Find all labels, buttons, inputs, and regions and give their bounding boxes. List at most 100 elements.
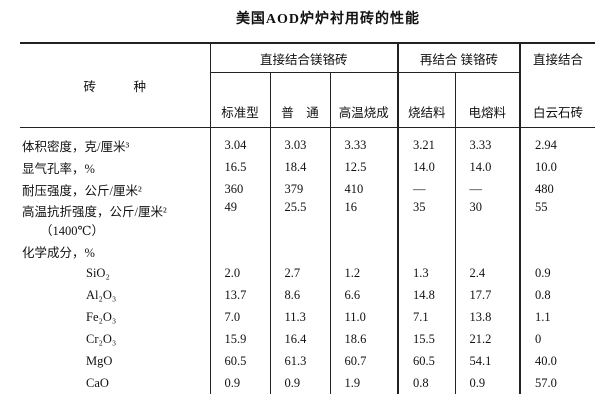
cell: 0.9 xyxy=(454,372,520,394)
cell: 0.9 xyxy=(209,372,270,394)
cell: 3.33 xyxy=(329,127,398,156)
cell: 35 xyxy=(397,200,455,240)
cell: 0.9 xyxy=(269,372,330,394)
cell: 12.5 xyxy=(329,156,398,178)
row-label: 体积密度，克/厘米³ xyxy=(20,128,210,157)
cell: 18.4 xyxy=(269,156,330,178)
cell: 11.0 xyxy=(329,306,398,328)
row-label-text: 体积密度，克/厘米³ xyxy=(22,139,130,154)
cell: 2.4 xyxy=(454,262,520,284)
table-row: Fe₂O₃ 7.0 11.3 11.0 7.1 13.8 1.1 xyxy=(20,306,595,328)
cell xyxy=(454,240,520,262)
table-row: Al₂O₃ 13.7 8.6 6.6 14.8 17.7 0.8 xyxy=(20,284,595,306)
row-label: CaO xyxy=(20,372,210,394)
corner-header: 砖 种 xyxy=(20,42,210,128)
table-row: Cr₂O₃ 15.9 16.4 18.6 15.5 21.2 0 xyxy=(20,328,595,350)
cell: 60.5 xyxy=(209,350,270,372)
cell: 60.5 xyxy=(397,350,455,372)
cell: 3.04 xyxy=(209,127,270,156)
row-label: MgO xyxy=(20,350,210,372)
table-row: 高温抗折强度，公斤/厘米² （1400℃） 49 25.5 16 35 30 55 xyxy=(20,200,595,240)
header-row: 砖 种 直接结合镁铬砖 再结合 镁铬砖 直接结合 xyxy=(20,42,595,128)
cell: 360 xyxy=(209,178,270,200)
row-label-text: Al₂O₃ xyxy=(86,287,117,302)
row-label: Fe₂O₃ xyxy=(20,306,210,328)
cell: 0.8 xyxy=(397,372,455,394)
cell xyxy=(519,240,595,262)
cell: 1.9 xyxy=(329,372,398,394)
cell: 1.3 xyxy=(397,262,455,284)
cell: 57.0 xyxy=(519,372,595,394)
row-label-text: 化学成分，% xyxy=(22,245,95,260)
table-row: 体积密度，克/厘米³ 3.04 3.03 3.33 3.21 3.33 2.94 xyxy=(20,127,595,157)
row-label: 耐压强度，公斤/厘米² xyxy=(20,178,210,200)
cell: 13.8 xyxy=(454,306,520,328)
column-header: 标准型 xyxy=(209,72,270,128)
cell xyxy=(209,240,270,262)
column-header: 高温烧成 xyxy=(329,72,398,128)
cell: 61.3 xyxy=(269,350,330,372)
cell: 1.1 xyxy=(519,306,595,328)
row-label: SiO₂ xyxy=(20,262,210,284)
cell: 0.8 xyxy=(519,284,595,306)
row-label-text: Fe₂O₃ xyxy=(86,309,117,324)
cell: 3.03 xyxy=(269,127,330,156)
cell: 25.5 xyxy=(269,200,330,240)
cell: 15.5 xyxy=(397,328,455,350)
cell: 49 xyxy=(209,200,270,240)
cell xyxy=(329,240,398,262)
cell: 0.9 xyxy=(519,262,595,284)
cell: 55 xyxy=(519,200,595,240)
cell: 0 xyxy=(519,328,595,350)
cell: 480 xyxy=(519,178,595,200)
header-row: 标准型普 通高温烧成 烧结料 电熔料 白云石砖 xyxy=(20,72,595,128)
cell: 2.94 xyxy=(519,127,595,156)
row-label: 高温抗折强度，公斤/厘米² （1400℃） xyxy=(20,200,210,240)
cell: 16 xyxy=(329,200,398,240)
row-label-text: 显气孔率，% xyxy=(22,161,95,176)
cell: — xyxy=(454,178,520,200)
cell: 60.7 xyxy=(329,350,398,372)
row-label-note: （1400℃） xyxy=(40,224,104,238)
cell: 54.1 xyxy=(454,350,520,372)
cell: 1.2 xyxy=(329,262,398,284)
table: 砖 种 直接结合镁铬砖 再结合 镁铬砖 直接结合 标准型普 通高温烧成 烧结料 电熔料白… xyxy=(20,42,595,394)
cell: 14.0 xyxy=(454,156,520,178)
table-row: CaO 0.9 0.9 1.9 0.8 0.9 57.0 xyxy=(20,372,595,394)
cell: 3.33 xyxy=(454,127,520,156)
cell: 16.4 xyxy=(269,328,330,350)
table-title: 美国AOD炉炉衬用砖的性能 xyxy=(235,12,421,27)
group-header: 直接结合镁铬砖 xyxy=(209,42,398,73)
cell: 15.9 xyxy=(209,328,270,350)
group-header: 再结合 镁铬砖 xyxy=(397,42,520,73)
table-row: MgO 60.5 61.3 60.7 60.5 54.1 40.0 xyxy=(20,350,595,372)
cell: 6.6 xyxy=(329,284,398,306)
row-label-text: Cr₂O₃ xyxy=(86,331,117,346)
cell: 7.0 xyxy=(209,306,270,328)
cell: 14.8 xyxy=(397,284,455,306)
row-label-text: CaO xyxy=(86,375,109,390)
cell: — xyxy=(397,178,455,200)
cell xyxy=(397,240,455,262)
cell xyxy=(269,240,330,262)
cell: 2.0 xyxy=(209,262,270,284)
cell: 40.0 xyxy=(519,350,595,372)
column-header: 普 通 xyxy=(269,72,330,128)
table-row: 化学成分，% xyxy=(20,240,595,262)
cell: 379 xyxy=(269,178,330,200)
cell: 14.0 xyxy=(397,156,455,178)
row-label-text: 高温抗折强度，公斤/厘米² xyxy=(22,205,167,219)
row-label-text: 耐压强度，公斤/厘米² xyxy=(22,183,142,198)
cell: 410 xyxy=(329,178,398,200)
table-body: 体积密度，克/厘米³ 3.04 3.03 3.33 3.21 3.33 2.94 显气孔率，%… xyxy=(20,127,595,394)
row-label: 显气孔率，% xyxy=(20,156,210,178)
group-header: 直接结合 xyxy=(519,42,595,73)
cell: 21.2 xyxy=(454,328,520,350)
row-label-text: SiO₂ xyxy=(86,265,110,280)
cell: 3.21 xyxy=(397,127,455,156)
cell: 18.6 xyxy=(329,328,398,350)
cell: 7.1 xyxy=(397,306,455,328)
column-header: 白云石砖 xyxy=(519,72,595,128)
cell: 10.0 xyxy=(519,156,595,178)
